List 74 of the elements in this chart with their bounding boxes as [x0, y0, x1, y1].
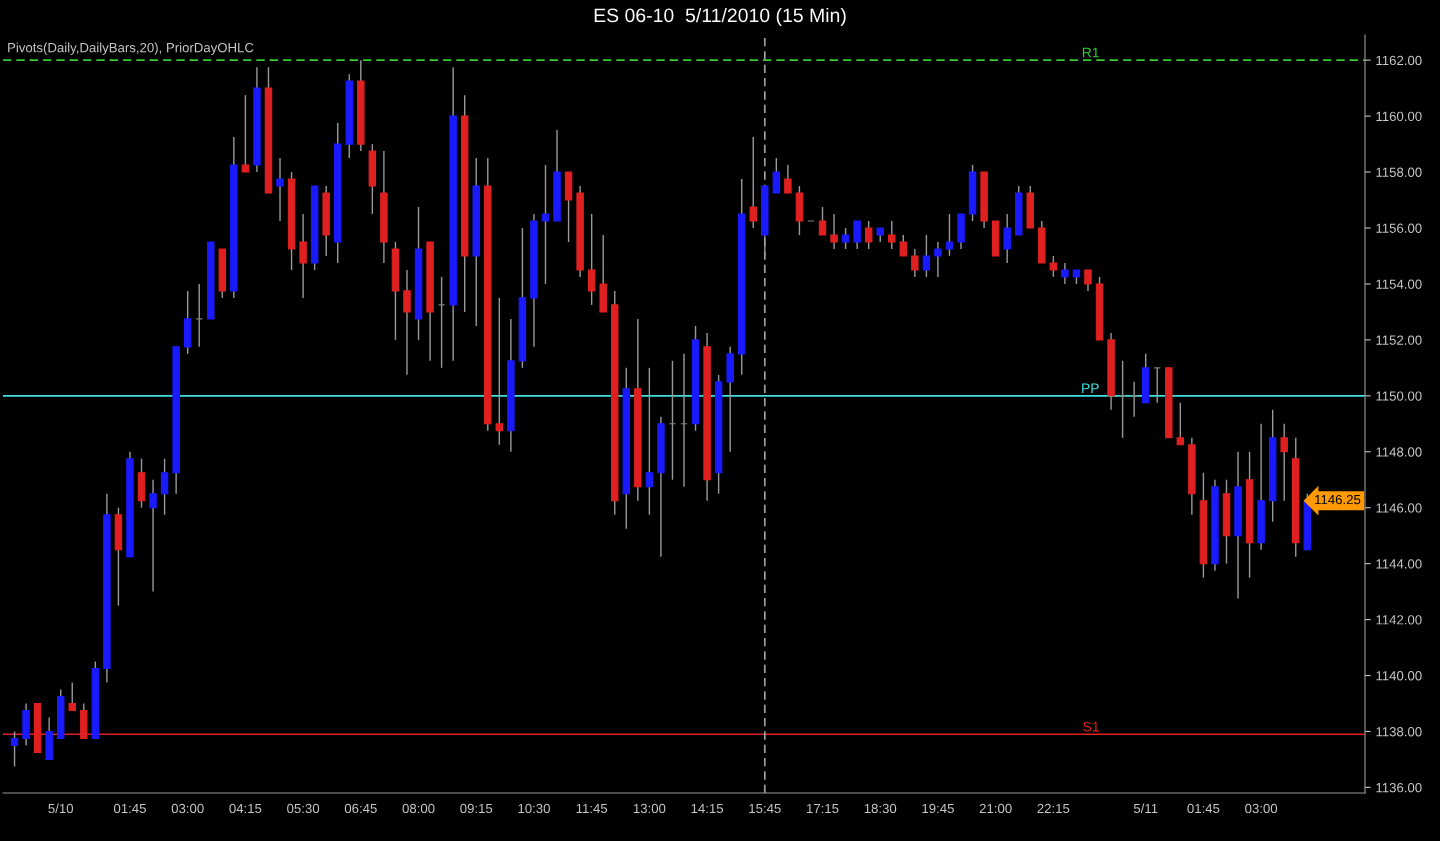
- y-tick-label: 1140.00: [1376, 671, 1422, 681]
- candlestick: [1084, 269, 1092, 292]
- candlestick: [10, 730, 19, 768]
- x-tick-label: 01:45: [113, 803, 146, 814]
- candlestick: [864, 220, 873, 250]
- candlestick: [899, 234, 908, 257]
- candlestick: [922, 234, 931, 278]
- x-tick-label: 18:30: [864, 803, 897, 814]
- candlestick: [437, 276, 446, 369]
- candlestick: [403, 269, 411, 376]
- candlestick: [888, 220, 896, 250]
- candlestick: [1061, 262, 1069, 285]
- x-tick-label: 05:30: [287, 803, 320, 814]
- y-tick-label: 1148.00: [1376, 447, 1422, 457]
- candlestick: [818, 206, 827, 236]
- x-tick-label: 09:15: [460, 803, 493, 814]
- x-tick-label: 13:00: [633, 803, 666, 814]
- annotation: Pivots(Daily,DailyBars,20), PriorDayOHLC: [8, 42, 254, 55]
- x-tick-label: 21:00: [979, 803, 1012, 814]
- candlestick: [945, 213, 954, 257]
- y-tick-label: 1136.00: [1376, 782, 1422, 793]
- ref-line-label: PP: [1082, 383, 1099, 393]
- x-tick-label: 15:45: [749, 803, 781, 814]
- y-tick-label: 1156.00: [1376, 223, 1422, 233]
- x-tick-label: 06:45: [344, 803, 377, 814]
- y-tick-label: 1162.00: [1376, 55, 1422, 66]
- candlestick: [749, 136, 757, 229]
- y-tick-label: 1142.00: [1376, 615, 1422, 625]
- candlestick: [645, 367, 654, 516]
- candlestick: [276, 157, 284, 222]
- x-tick-label: 01:45: [1187, 803, 1220, 814]
- candlestick: [160, 458, 169, 516]
- y-tick-label: 1150.00: [1376, 391, 1422, 401]
- candlestick: [772, 157, 781, 194]
- candlestick: [911, 248, 919, 278]
- candlestick: [587, 213, 596, 306]
- y-tick-label: 1158.00: [1376, 167, 1422, 177]
- text: 1146.25: [1315, 494, 1361, 505]
- x-tick-label: 03:00: [171, 803, 204, 814]
- x-tick-label: 5/11: [1133, 803, 1158, 814]
- y-tick-label: 1144.00: [1376, 559, 1422, 569]
- candlestick: [841, 227, 850, 250]
- x-tick-label: 10:30: [518, 803, 550, 814]
- candlestick: [495, 297, 504, 446]
- candlestick: [1176, 402, 1185, 446]
- candlestick: [830, 213, 838, 250]
- y-tick-label: 1154.00: [1376, 279, 1422, 289]
- x-tick-label: 19:45: [922, 803, 954, 814]
- candlestick: [1049, 255, 1058, 278]
- x-tick-label: 03:00: [1245, 803, 1278, 814]
- candlestick: [784, 164, 792, 194]
- y-tick-label: 1138.00: [1376, 727, 1422, 737]
- y-tick-label: 1160.00: [1376, 111, 1422, 122]
- candlestick: [149, 479, 157, 593]
- x-tick-label: 04:15: [229, 803, 262, 814]
- x-tick-label: 14:15: [691, 803, 724, 814]
- x-tick-label: 08:00: [402, 803, 435, 814]
- x-tick-label: 17:15: [807, 803, 839, 814]
- x-tick-label: 5/10: [48, 803, 74, 814]
- candlestick: [1003, 213, 1011, 264]
- y-tick-label: 1146.00: [1376, 503, 1422, 513]
- candlestick: [541, 164, 550, 285]
- candlestick: [299, 213, 307, 299]
- candlestick: [934, 241, 942, 278]
- candlestick: [68, 681, 76, 712]
- x-tick-label: 11:45: [576, 803, 608, 814]
- candlestick: [1280, 423, 1288, 502]
- ref-line-label: S1: [1083, 721, 1099, 732]
- ref-line-label: R1: [1082, 47, 1099, 58]
- x-tick-label: 22:15: [1037, 803, 1070, 814]
- y-tick-label: 1152.00: [1376, 335, 1422, 345]
- candlestick: [241, 94, 250, 173]
- chart-title: ES 06-10 5/11/2010 (15 Min): [594, 7, 846, 27]
- candlestick: [853, 220, 861, 250]
